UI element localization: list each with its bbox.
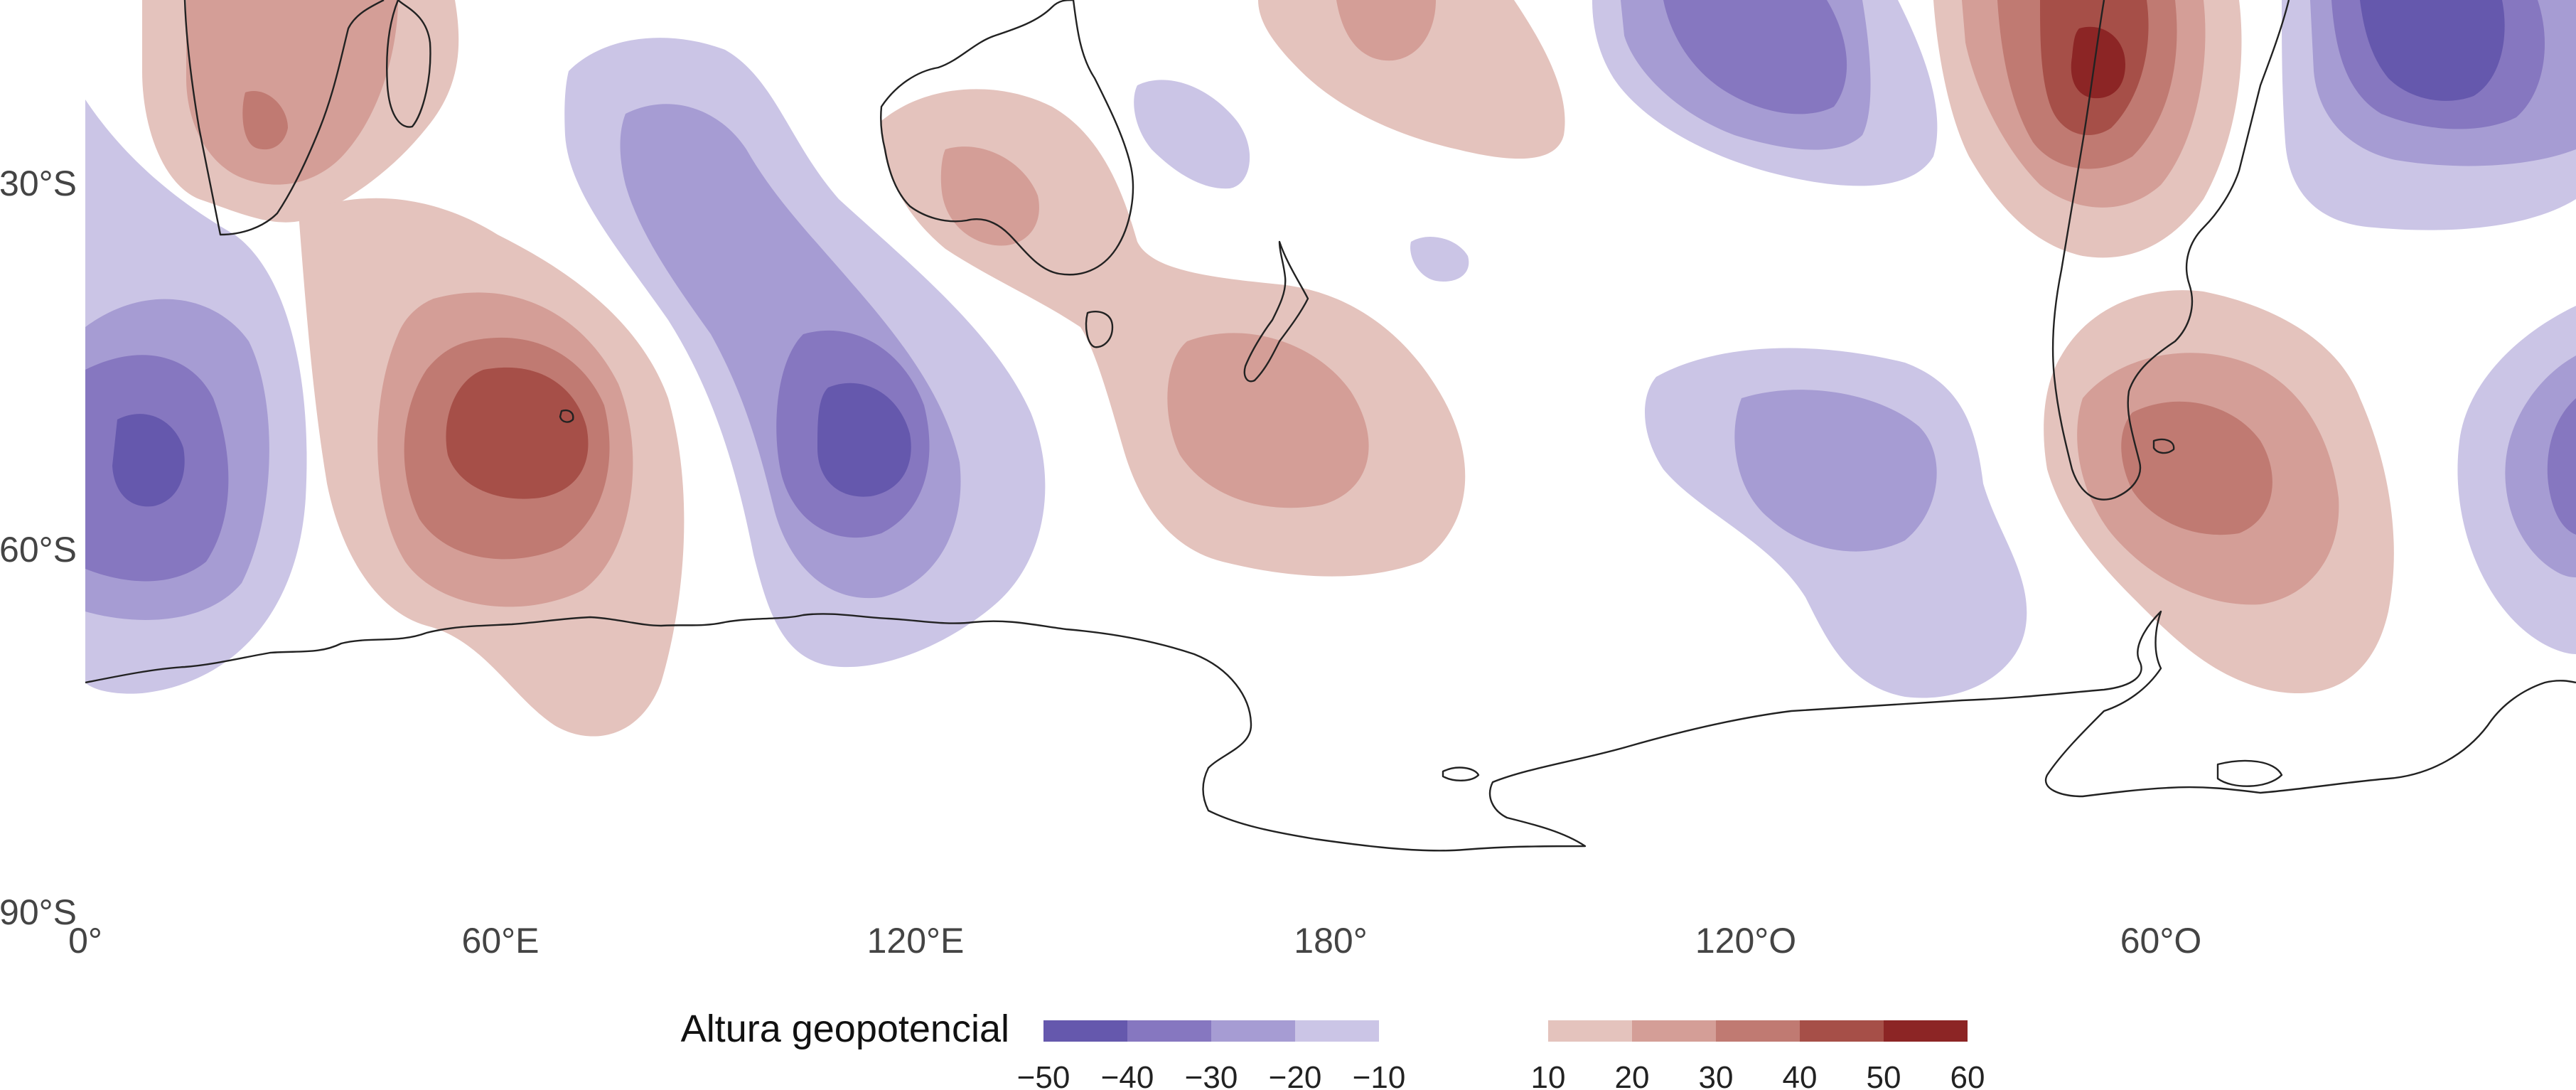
coastlines [85, 0, 2576, 852]
colorbar-pos-swatch-2 [1632, 1020, 1716, 1042]
coast-falklands [2152, 438, 2175, 454]
anomaly-neg-120E [564, 38, 1046, 668]
colorbar-tick-10: 10 [1531, 1060, 1566, 1090]
contour-layer [85, 0, 2576, 737]
colorbar-negative: −50 −40 −30 −20 −10 [1017, 1020, 1406, 1090]
colorbar-tick-neg20: −20 [1269, 1060, 1322, 1090]
lat-labels: 30°S 60°S 90°S [0, 164, 77, 932]
anomaly-pos-africa [142, 0, 459, 223]
colorbar-tick-50: 50 [1867, 1060, 1901, 1090]
lon-label-60W: 60°O [2120, 921, 2202, 961]
coast-small-island-2 [2216, 759, 2283, 787]
colorbar-tick-neg50: −50 [1017, 1060, 1070, 1090]
colorbar: Altura geopotencial −50 −40 −30 −20 −10 … [681, 1008, 1985, 1090]
coast-australia [880, 0, 1134, 276]
lon-label-180: 180° [1294, 921, 1367, 961]
colorbar-neg-swatch-4 [1295, 1020, 1379, 1042]
anomaly-pos-north-180 [1258, 0, 1565, 159]
colorbar-pos-swatch-4 [1800, 1020, 1884, 1042]
anomaly-small-patches [1134, 80, 1469, 282]
coast-south-america [2051, 0, 2290, 501]
colorbar-tick-40: 40 [1783, 1060, 1818, 1090]
colorbar-pos-swatch-5 [1884, 1020, 1968, 1042]
anomaly-neg-north-30W [2282, 0, 2576, 230]
colorbar-pos-swatch-3 [1716, 1020, 1800, 1042]
colorbar-tick-60: 60 [1950, 1060, 1985, 1090]
lat-label-30S: 30°S [0, 164, 77, 203]
colorbar-neg-swatch-2 [1127, 1020, 1211, 1042]
colorbar-tick-30: 30 [1699, 1060, 1734, 1090]
colorbar-neg-swatch-1 [1043, 1020, 1127, 1042]
coast-africa [183, 0, 385, 236]
lon-label-0: 0° [68, 921, 102, 961]
coast-madagascar [386, 0, 431, 128]
anomaly-pos-north-60W [1933, 0, 2242, 258]
colorbar-pos-swatch-1 [1548, 1020, 1632, 1042]
anomaly-neg-east-edge [2457, 306, 2576, 654]
coast-kerguelen [559, 410, 574, 423]
colorbar-title: Altura geopotencial [681, 1008, 1009, 1050]
lon-label-120W: 120°O [1695, 921, 1796, 961]
anomaly-pos-60E [299, 198, 685, 737]
colorbar-neg-swatch-3 [1211, 1020, 1295, 1042]
anomaly-neg-north-120W [1592, 0, 1938, 186]
lon-label-120E: 120°E [867, 921, 965, 961]
anomaly-neg-west-edge [85, 100, 307, 694]
colorbar-tick-20: 20 [1615, 1060, 1650, 1090]
colorbar-tick-neg10: −10 [1353, 1060, 1406, 1090]
lat-label-90S: 90°S [0, 892, 77, 932]
colorbar-tick-neg30: −30 [1185, 1060, 1238, 1090]
lon-labels: 0° 60°E 120°E 180° 120°O 60°O [68, 921, 2201, 961]
lat-label-60S: 60°S [0, 530, 77, 570]
coast-small-island-1 [1442, 766, 1480, 781]
colorbar-tick-neg40: −40 [1101, 1060, 1154, 1090]
lon-label-60E: 60°E [462, 921, 540, 961]
coast-new-zealand [1243, 240, 1309, 383]
anomaly-neg-south-120W [1644, 348, 2027, 698]
coast-antarctica [85, 610, 2576, 852]
anomaly-pos-south-60W [2044, 290, 2394, 694]
colorbar-positive: 10 20 30 40 50 60 [1531, 1020, 1985, 1090]
coast-tasmania [1085, 311, 1114, 348]
